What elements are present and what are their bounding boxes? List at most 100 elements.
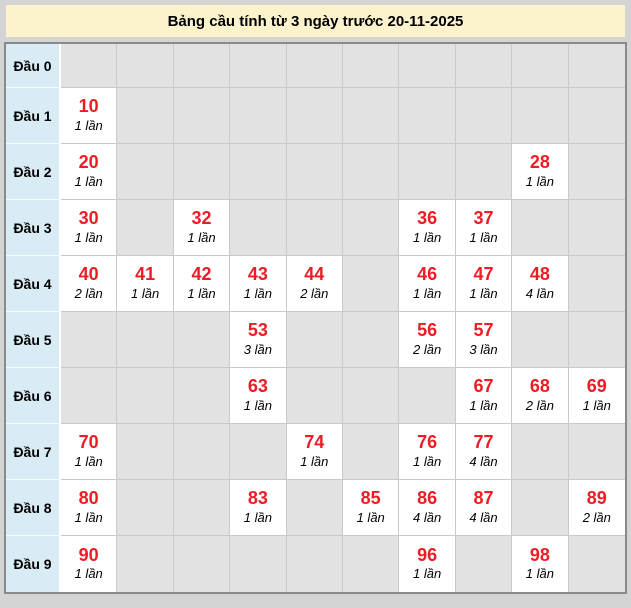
cell-value: 46	[417, 264, 438, 285]
cell-number-67: 67 1 lần	[455, 368, 513, 424]
cell-times: 1 lần	[300, 453, 329, 469]
cell-times: 4 lần	[469, 509, 498, 525]
cell-empty	[455, 88, 513, 144]
cell-times: 1 lần	[469, 229, 498, 245]
cell-empty	[173, 424, 231, 480]
cell-empty	[173, 480, 231, 536]
cell-empty	[568, 424, 625, 480]
cell-empty	[117, 44, 174, 88]
table-row: Đầu 1 10 1 lần	[6, 88, 625, 144]
cell-number-74: 74 1 lần	[286, 424, 343, 480]
cell-empty	[230, 424, 287, 480]
bridge-table: Đầu 0 Đầu 1 10 1 lần Đầu 2 20 1 lần 28 1 lần Đầu …	[4, 42, 627, 594]
cell-times: 1 lần	[74, 509, 103, 525]
cell-times: 1 lần	[243, 285, 272, 301]
cell-value: 67	[473, 376, 494, 397]
cell-number-37: 37 1 lần	[455, 200, 513, 256]
cell-empty	[117, 480, 174, 536]
cell-empty	[117, 424, 174, 480]
table-row: Đầu 3 30 1 lần 32 1 lần 36 1 lần 37 1 lần	[6, 200, 625, 256]
table-row: Đầu 6 63 1 lần 67 1 lần 68 2 lần 69 1 lần	[6, 368, 625, 424]
cell-number-44: 44 2 lần	[286, 256, 343, 312]
cell-empty	[512, 480, 569, 536]
cell-empty	[512, 88, 569, 144]
cell-times: 3 lần	[243, 341, 272, 357]
cell-value: 10	[78, 96, 99, 117]
row-label: Đầu 0	[6, 44, 61, 88]
cell-empty	[568, 88, 625, 144]
cell-number-80: 80 1 lần	[61, 480, 118, 536]
table-row: Đầu 9 90 1 lần 96 1 lần 98 1 lần	[6, 536, 625, 592]
cell-value: 56	[417, 320, 438, 341]
cell-value: 80	[78, 488, 99, 509]
cell-empty	[173, 144, 231, 200]
cell-value: 28	[529, 152, 550, 173]
cell-empty	[343, 424, 400, 480]
cell-empty	[117, 200, 174, 256]
cell-empty	[512, 312, 569, 368]
cell-value: 76	[417, 432, 438, 453]
cell-value: 53	[247, 320, 268, 341]
cell-times: 2 lần	[412, 341, 442, 357]
table-row: Đầu 8 80 1 lần 83 1 lần 85 1 lần 86 4 lần 87 4 lần…	[6, 480, 625, 536]
cell-value: 47	[473, 264, 494, 285]
table-row: Đầu 4 40 2 lần 41 1 lần 42 1 lần 43 1 lần 44 2 lần…	[6, 256, 625, 312]
cell-empty	[568, 200, 625, 256]
cell-empty	[230, 44, 287, 88]
cell-empty	[568, 312, 625, 368]
cell-empty	[230, 536, 287, 592]
cell-empty	[343, 256, 400, 312]
cell-times: 1 lần	[469, 397, 498, 413]
cell-empty	[399, 44, 456, 88]
cell-times: 1 lần	[412, 229, 442, 245]
cell-number-28: 28 1 lần	[512, 144, 569, 200]
cell-empty	[286, 200, 343, 256]
cell-times: 1 lần	[525, 566, 554, 582]
cell-empty	[343, 44, 400, 88]
cell-times: 1 lần	[187, 285, 216, 301]
row-label: Đầu 8	[6, 480, 61, 536]
cell-number-96: 96 1 lần	[399, 536, 456, 592]
cell-empty	[343, 536, 400, 592]
cell-number-86: 86 4 lần	[399, 480, 456, 536]
cell-value: 87	[473, 488, 494, 509]
cell-empty	[512, 424, 569, 480]
cell-empty	[286, 44, 343, 88]
cell-value: 85	[360, 488, 381, 509]
cell-empty	[455, 44, 513, 88]
cell-times: 1 lần	[525, 173, 554, 189]
table-row: Đầu 7 70 1 lần 74 1 lần 76 1 lần 77 4 lần	[6, 424, 625, 480]
cell-value: 98	[529, 544, 550, 565]
cell-number-83: 83 1 lần	[230, 480, 287, 536]
cell-value: 96	[417, 544, 438, 565]
cell-value: 57	[473, 320, 494, 341]
cell-value: 30	[78, 208, 99, 229]
cell-empty	[61, 368, 118, 424]
cell-times: 1 lần	[412, 566, 442, 582]
cell-number-76: 76 1 lần	[399, 424, 456, 480]
cell-value: 68	[529, 376, 550, 397]
cell-number-42: 42 1 lần	[173, 256, 231, 312]
cell-value: 42	[191, 264, 212, 285]
row-label: Đầu 5	[6, 312, 61, 368]
cell-number-30: 30 1 lần	[61, 200, 118, 256]
cell-empty	[117, 536, 174, 592]
cell-empty	[455, 144, 513, 200]
cell-number-85: 85 1 lần	[343, 480, 400, 536]
cell-empty	[230, 200, 287, 256]
cell-empty	[230, 88, 287, 144]
cell-empty	[173, 368, 231, 424]
table-row: Đầu 2 20 1 lần 28 1 lần	[6, 144, 625, 200]
table-row: Đầu 5 53 3 lần 56 2 lần 57 3 lần	[6, 312, 625, 368]
cell-value: 32	[191, 208, 212, 229]
cell-times: 1 lần	[356, 509, 385, 525]
cell-value: 20	[78, 152, 99, 173]
cell-times: 4 lần	[469, 453, 498, 469]
cell-value: 89	[586, 488, 607, 509]
cell-empty	[61, 44, 118, 88]
cell-empty	[399, 144, 456, 200]
cell-empty	[399, 88, 456, 144]
cell-number-57: 57 3 lần	[455, 312, 513, 368]
cell-value: 44	[304, 264, 325, 285]
row-label: Đầu 9	[6, 536, 61, 592]
